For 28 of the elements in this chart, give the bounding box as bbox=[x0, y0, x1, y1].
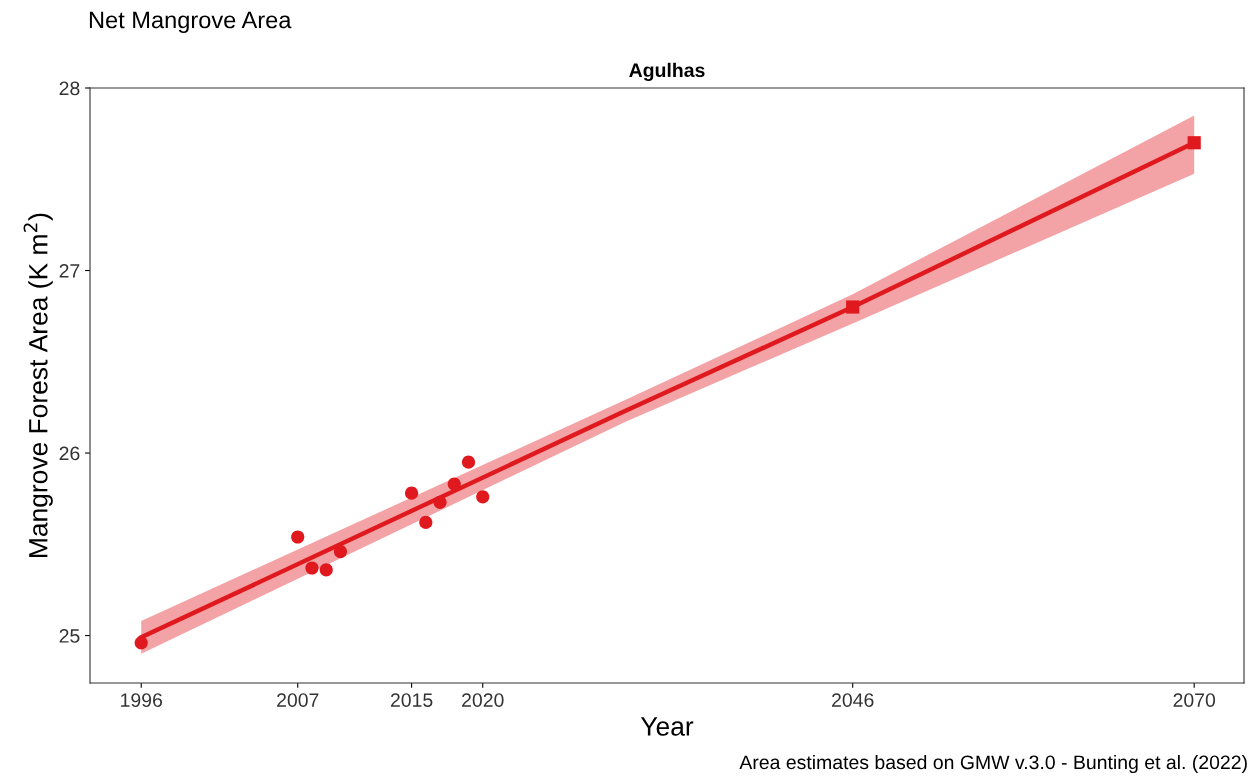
x-tick-label: 2070 bbox=[1173, 693, 1216, 707]
chart-subtitle: Agulhas bbox=[629, 62, 705, 82]
point bbox=[134, 636, 148, 650]
x-tick-label: 2015 bbox=[390, 693, 433, 707]
chart-title: Net Mangrove Area bbox=[89, 11, 292, 34]
y-tick-label: 25 bbox=[59, 629, 80, 643]
y-tick-label: 27 bbox=[59, 263, 80, 278]
y-tick-label: 26 bbox=[59, 446, 80, 461]
x-tick-label: 2007 bbox=[277, 693, 319, 707]
text: Area estimates based on GMW v.3.0 - Bunting et al. (2022) bbox=[739, 754, 1247, 774]
point bbox=[433, 495, 447, 509]
point bbox=[846, 300, 860, 314]
point bbox=[461, 455, 476, 469]
point bbox=[405, 486, 419, 500]
x-tick-label: 1996 bbox=[121, 693, 162, 707]
point bbox=[447, 477, 461, 491]
point bbox=[291, 530, 305, 544]
y-axis-title: Mangrove Forest Area (K m$^{2}$) bbox=[23, 213, 53, 557]
x-tick-label: 2046 bbox=[832, 693, 874, 707]
point bbox=[333, 545, 348, 559]
point bbox=[476, 490, 490, 504]
point bbox=[419, 515, 433, 529]
y-tick-label: 28 bbox=[59, 81, 80, 96]
point bbox=[1187, 136, 1201, 150]
x-tick-label: 2020 bbox=[462, 693, 504, 707]
point bbox=[305, 561, 319, 575]
x-axis-title: Year bbox=[640, 717, 694, 736]
point bbox=[319, 563, 333, 577]
